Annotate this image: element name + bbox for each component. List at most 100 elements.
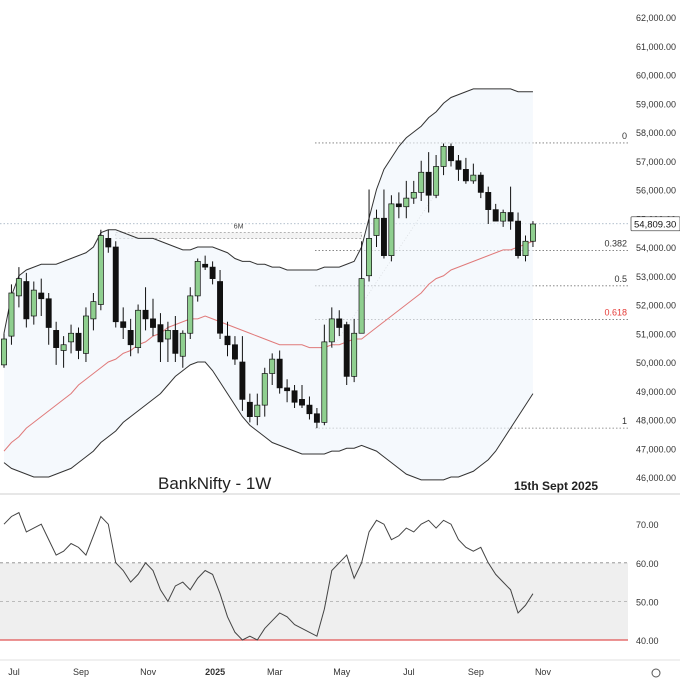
- x-tick-label: 2025: [205, 667, 225, 677]
- candle-body: [515, 220, 522, 256]
- candle-body: [164, 330, 171, 340]
- candle: [172, 316, 179, 362]
- candle: [105, 229, 112, 253]
- candle-body: [269, 358, 276, 374]
- candle-body: [351, 332, 358, 377]
- six-month-label: 6M: [234, 224, 244, 231]
- x-tick-label: Mar: [267, 667, 283, 677]
- x-tick-label: Jul: [8, 667, 20, 677]
- candle: [120, 307, 127, 339]
- last-price-label: 54,809.30: [634, 220, 676, 231]
- bb-fill: [4, 88, 533, 480]
- fib-level-label: 0.382: [604, 238, 627, 248]
- candle-body: [410, 192, 417, 199]
- candle-body: [60, 344, 67, 351]
- candle-body: [343, 324, 350, 377]
- candle-body: [15, 278, 22, 297]
- candle: [343, 321, 350, 385]
- candle-body: [127, 330, 134, 346]
- candle-body: [217, 281, 223, 334]
- y-tick-label: 50,000.00: [636, 358, 676, 368]
- candle: [30, 281, 37, 325]
- candle: [135, 304, 142, 354]
- candle-body: [75, 332, 82, 351]
- y-tick-label: 46,000.00: [636, 473, 676, 483]
- candle: [232, 336, 238, 365]
- candle: [373, 209, 380, 247]
- rsi-line: [3, 511, 534, 641]
- x-tick-label: Sep: [468, 667, 484, 677]
- candle-body: [366, 238, 373, 277]
- candle-body: [105, 238, 112, 248]
- candle: [455, 155, 462, 181]
- candle-body: [477, 174, 484, 193]
- candle-body: [529, 223, 536, 242]
- candle-body: [485, 192, 492, 210]
- candle: [239, 336, 246, 411]
- candle-body: [45, 298, 52, 328]
- candle: [90, 293, 97, 331]
- candle-body: [284, 387, 291, 392]
- candle: [209, 261, 216, 285]
- candle: [187, 287, 194, 339]
- bb-lower-line: [3, 361, 534, 481]
- candle-body: [38, 292, 45, 300]
- candle-body: [321, 341, 328, 423]
- candle-body: [142, 309, 149, 320]
- candle-body: [97, 235, 104, 305]
- y-tick-label: 54,000.00: [636, 243, 676, 253]
- y-tick-label: 56,000.00: [636, 186, 676, 196]
- candle-body: [455, 160, 462, 170]
- candle-body: [328, 318, 335, 343]
- candle: [425, 152, 432, 213]
- candle-body: [261, 373, 268, 406]
- y-tick-label: 49,000.00: [636, 387, 676, 397]
- candle: [366, 189, 373, 282]
- candle-body: [209, 266, 216, 279]
- candle: [299, 385, 305, 408]
- candle-body: [388, 203, 395, 256]
- rsi-y-tick-label: 40.00: [636, 636, 659, 646]
- candle: [381, 189, 387, 259]
- y-tick-label: 57,000.00: [636, 157, 676, 167]
- candle: [291, 385, 298, 408]
- candle: [23, 272, 30, 328]
- candle: [38, 278, 45, 316]
- candle-body: [120, 321, 127, 328]
- last-price-box: [630, 216, 680, 232]
- candle: [500, 209, 507, 227]
- candle: [395, 192, 402, 219]
- sma-line: [3, 240, 534, 452]
- candle-body: [492, 209, 499, 222]
- candle-body: [522, 240, 529, 256]
- candle-body: [112, 246, 119, 323]
- candle-body: [313, 413, 320, 423]
- y-tick-label: 47,000.00: [636, 444, 676, 454]
- candle: [224, 321, 231, 357]
- candle-body: [448, 146, 454, 162]
- candle-body: [239, 361, 246, 400]
- candle: [15, 267, 22, 308]
- candle-body: [68, 332, 74, 343]
- candle: [388, 195, 395, 262]
- candle: [418, 160, 425, 201]
- candle: [269, 353, 276, 385]
- fib-level-label: 1: [622, 416, 627, 426]
- candle: [112, 241, 119, 328]
- fib-level-label: 0.618: [604, 307, 627, 317]
- y-tick-label: 58,000.00: [636, 128, 676, 138]
- candle-body: [418, 171, 425, 193]
- candle: [202, 255, 209, 270]
- candle-body: [187, 295, 194, 334]
- candle: [45, 293, 52, 345]
- settings-icon: [651, 668, 661, 678]
- candle-body: [202, 263, 209, 268]
- candle-body: [381, 217, 387, 256]
- candle: [142, 287, 149, 331]
- candle-body: [23, 281, 30, 320]
- candle: [336, 310, 343, 337]
- candle-body: [358, 278, 365, 334]
- candle: [82, 307, 89, 362]
- x-tick-label: Nov: [535, 667, 552, 677]
